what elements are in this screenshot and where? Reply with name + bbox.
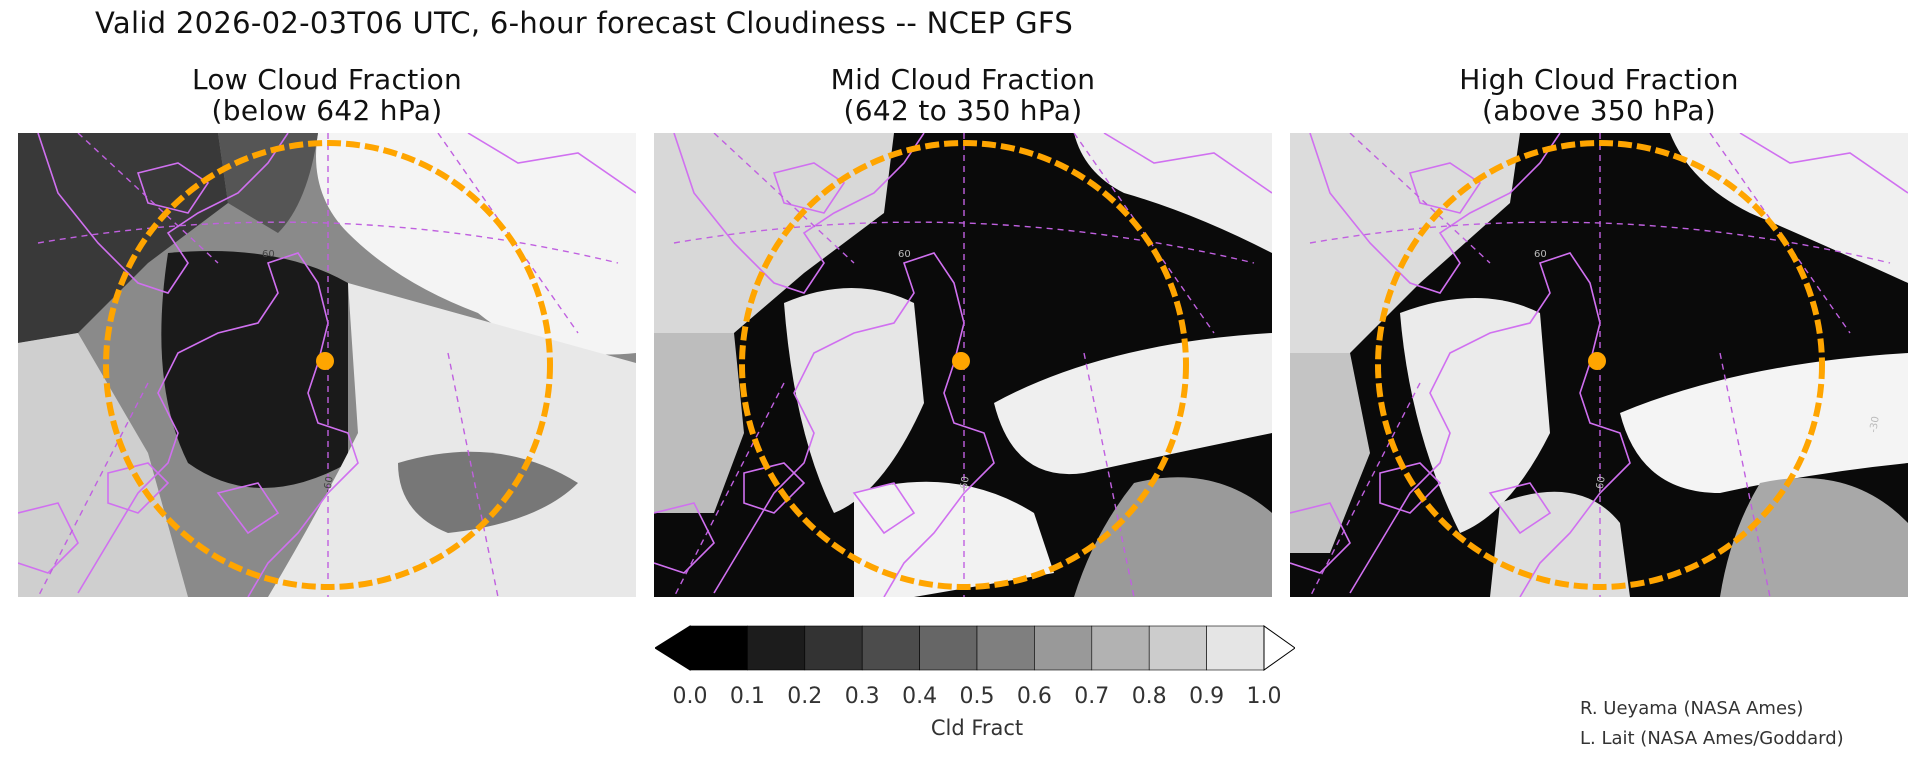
low-cloud-map[interactable]: 60 -60 (18, 133, 636, 597)
colorbar-label: Cld Fract (930, 716, 1024, 740)
colorbar-bin (804, 625, 863, 671)
credits: R. Ueyama (NASA Ames) L. Lait (NASA Ames… (1580, 694, 1844, 754)
grid-label: 60 (1534, 249, 1547, 260)
panel-title-line2: (642 to 350 hPa) (843, 94, 1083, 127)
panel-title-line2: (above 350 hPa) (1482, 94, 1716, 127)
colorbar (655, 622, 1295, 674)
panel-title: High Cloud Fraction (above 350 hPa) (1290, 64, 1908, 128)
grid-label: -60 (958, 476, 972, 494)
panel-title: Mid Cloud Fraction (642 to 350 hPa) (654, 64, 1272, 128)
location-marker (316, 352, 334, 370)
grid-label: 60 (898, 249, 911, 260)
mid-cloud-map[interactable]: 60 -60 (654, 133, 1272, 597)
colorbar-tick-label: 0.2 (787, 684, 823, 709)
grid-label: 60 (262, 249, 275, 260)
grid-label: -60 (322, 476, 336, 494)
colorbar-extend-low (655, 625, 691, 671)
colorbar-tick-label: 0.1 (729, 684, 765, 709)
colorbar-bin (861, 625, 920, 671)
colorbar-bin (689, 625, 748, 671)
panel-title-line2: (below 642 hPa) (211, 94, 443, 127)
colorbar-bin (1148, 625, 1207, 671)
colorbar-tick-label: 0.5 (959, 684, 995, 709)
colorbar-bin (1206, 625, 1265, 671)
colorbar-tick-label: 0.6 (1016, 684, 1052, 709)
location-marker (1588, 352, 1606, 370)
colorbar-graphic (655, 625, 1295, 671)
colorbar-extend-high (1263, 625, 1295, 671)
low-cloud-panel: Low Cloud Fraction (below 642 hPa) (18, 64, 636, 597)
colorbar-bin (1091, 625, 1150, 671)
credit-line: L. Lait (NASA Ames/Goddard) (1580, 728, 1844, 749)
colorbar-tick-label: 0.3 (844, 684, 880, 709)
colorbar-bin (919, 625, 978, 671)
panel-title-line1: Mid Cloud Fraction (830, 63, 1096, 96)
colorbar-tick-label: 0.4 (902, 684, 938, 709)
grid-label: -60 (1594, 476, 1608, 494)
credit-line: R. Ueyama (NASA Ames) (1580, 698, 1804, 719)
mid-cloud-panel: Mid Cloud Fraction (642 to 350 hPa) (654, 64, 1272, 597)
colorbar-tick-label: 0.7 (1074, 684, 1110, 709)
colorbar-tick-label: 0.0 (672, 684, 708, 709)
colorbar-ticks: 0.0 0.1 0.2 0.3 0.4 0.5 0.6 0.7 0.8 0.9 1.0 (673, 684, 1282, 714)
colorbar-tick-label: 0.8 (1131, 684, 1167, 709)
grid-label: -30 (1868, 416, 1882, 434)
panel-title-line1: High Cloud Fraction (1459, 63, 1739, 96)
figure-title: Valid 2026-02-03T06 UTC, 6-hour forecast… (95, 6, 1074, 40)
high-cloud-map[interactable]: 60 -60 -30 (1290, 133, 1908, 597)
panel-title-line1: Low Cloud Fraction (191, 63, 463, 96)
colorbar-bin (976, 625, 1035, 671)
colorbar-tick-label: 1.0 (1246, 684, 1282, 709)
colorbar-tick-label: 0.9 (1189, 684, 1225, 709)
colorbar-bin (1034, 625, 1093, 671)
panel-title: Low Cloud Fraction (below 642 hPa) (18, 64, 636, 128)
location-marker (952, 352, 970, 370)
high-cloud-panel: High Cloud Fraction (above 350 hPa) (1290, 64, 1908, 597)
colorbar-bin (747, 625, 806, 671)
